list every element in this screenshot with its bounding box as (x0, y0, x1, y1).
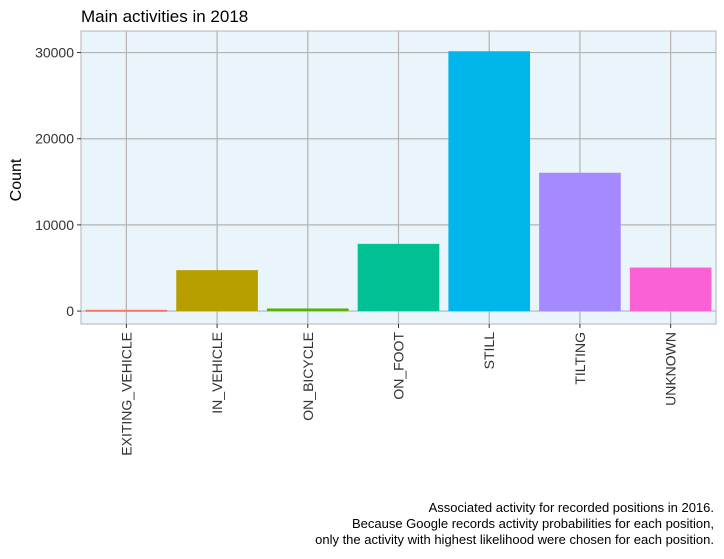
y-tick-label: 10000 (35, 217, 74, 233)
caption-line: only the activity with highest likelihoo… (315, 532, 714, 547)
x-tick-label: ON_BICYCLE (300, 332, 316, 421)
x-tick-label: STILL (481, 332, 497, 370)
y-axis-ticks: 0 10000 20000 30000 (35, 45, 81, 319)
chart-title: Main activities in 2018 (81, 7, 248, 26)
chart-caption: Associated activity for recorded positio… (315, 500, 714, 548)
x-tick-label: UNKNOWN (663, 332, 679, 406)
bar-still (448, 51, 531, 312)
bar-tilting (539, 172, 621, 312)
x-tick-label: EXITING_VEHICLE (118, 332, 134, 456)
y-tick-label: 0 (66, 303, 74, 319)
x-axis-ticks: EXITING_VEHICLE IN_VEHICLE ON_BICYCLE ON_FO… (118, 324, 679, 456)
y-tick-label: 20000 (35, 131, 74, 147)
caption-line: Because Google records activity probabil… (351, 516, 714, 531)
x-tick-label: IN_VEHICLE (209, 332, 225, 414)
x-tick-label: ON_FOOT (391, 332, 407, 400)
y-axis-label: Count (8, 158, 25, 201)
caption-line: Associated activity for recorded positio… (428, 500, 714, 515)
bar-unknown (629, 267, 712, 312)
bar-on-bicycle (266, 308, 349, 312)
y-tick-label: 30000 (35, 45, 74, 61)
x-tick-label: TILTING (572, 332, 588, 385)
bar-on-foot (357, 243, 440, 312)
bar-in-vehicle (176, 270, 258, 312)
bars (85, 51, 712, 312)
bar-exiting-vehicle (85, 309, 168, 312)
